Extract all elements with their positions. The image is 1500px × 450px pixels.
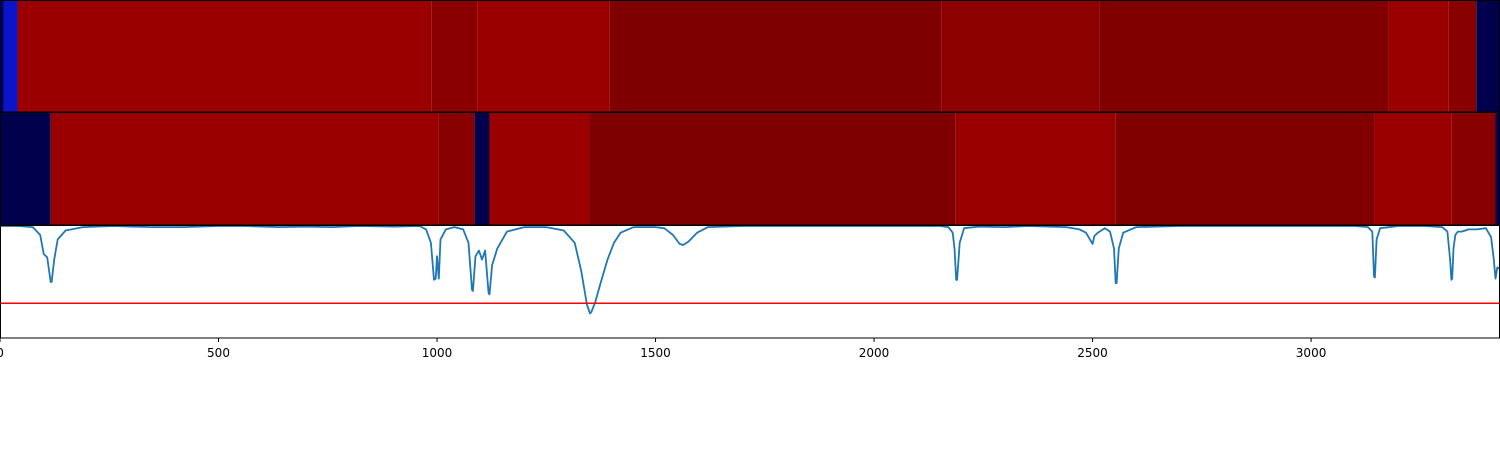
row-1-segment-8: [1099, 1, 1389, 112]
segment-row-1: [0, 0, 1500, 113]
series-line: [0, 225, 1500, 315]
x-tick-label: 1500: [640, 346, 671, 360]
row-1-segment-1: [0, 1, 4, 112]
row-2-segment-2: [50, 113, 439, 225]
row-2-segment-5: [489, 113, 590, 225]
row-2-segment-1: [0, 113, 51, 225]
x-tick-label: 500: [207, 346, 230, 360]
row-2-segment-9: [1374, 113, 1452, 225]
line-panel: [0, 225, 1500, 339]
row-2-segment-6: [589, 113, 956, 225]
row-2-segment-8: [1115, 113, 1375, 225]
row-2-segment-10: [1451, 113, 1496, 225]
row-2-segment-7: [955, 113, 1116, 225]
x-tick-label: 2500: [1077, 346, 1108, 360]
row-1-segment-11: [1476, 1, 1499, 112]
row-1-segment-7: [941, 1, 1100, 112]
row-1-segment-6: [609, 1, 942, 112]
x-tick-label: 0: [0, 346, 4, 360]
row-1-segment-5: [477, 1, 610, 112]
x-tick-label: 3000: [1296, 346, 1327, 360]
row-2-segment-3: [438, 113, 475, 225]
x-tick-label: 1000: [422, 346, 453, 360]
row-1-segment-3: [17, 1, 432, 112]
row-1-segment-10: [1448, 1, 1477, 112]
row-2-segment-4: [474, 113, 490, 225]
segment-row-2: [0, 112, 1500, 226]
row-1-segment-4: [431, 1, 478, 112]
line-panel-frame: [0, 225, 1500, 339]
x-axis: 0 500 1000 1500 2000 2500 3000: [0, 338, 1326, 360]
row-1-segment-9: [1388, 1, 1449, 112]
row-2-segment-11: [1495, 113, 1499, 225]
row-1-segment-2: [3, 1, 18, 112]
x-tick-label: 2000: [859, 346, 890, 360]
